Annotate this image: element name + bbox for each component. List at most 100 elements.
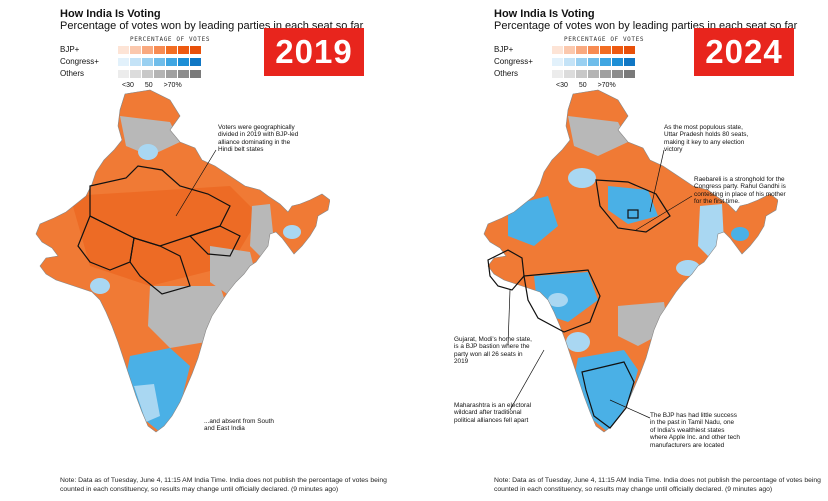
legend-swatch bbox=[588, 46, 599, 54]
legend-ticks: <30 50 >70% bbox=[556, 82, 625, 89]
legend-swatch bbox=[154, 58, 165, 66]
legend-swatch bbox=[142, 46, 153, 54]
legend-tick: <30 bbox=[122, 82, 134, 89]
legend-swatches bbox=[118, 46, 202, 54]
legend-swatch bbox=[564, 58, 575, 66]
legend-header: PERCENTAGE OF VOTES bbox=[564, 36, 645, 43]
legend-swatch bbox=[588, 58, 599, 66]
region-south-congress bbox=[126, 348, 190, 432]
legend-tick: >70% bbox=[597, 82, 616, 89]
legend-row-congress: Congress+ bbox=[494, 56, 644, 68]
region-jk bbox=[568, 116, 628, 156]
annotation-hindi-belt: Voters were geographically divided in 20… bbox=[218, 124, 299, 154]
footnote: Note: Data as of Tuesday, June 4, 11:15 … bbox=[494, 477, 821, 494]
legend-swatch bbox=[624, 58, 635, 66]
panel-2024: How India Is Voting Percentage of votes … bbox=[414, 0, 828, 501]
legend-swatch bbox=[166, 58, 177, 66]
region-tamil-nadu bbox=[574, 350, 638, 432]
legend-row-bjp: BJP+ bbox=[494, 44, 644, 56]
legend-swatch bbox=[154, 46, 165, 54]
legend: PERCENTAGE OF VOTES BJP+ Congress+ Other… bbox=[60, 36, 210, 92]
year-badge: 2019 bbox=[264, 28, 364, 76]
legend-label: Others bbox=[60, 69, 85, 78]
panel-2019: How India Is Voting Percentage of votes … bbox=[35, 8, 387, 494]
legend-swatch bbox=[118, 46, 129, 54]
region-rajasthan-congress bbox=[508, 196, 558, 246]
legend-swatch bbox=[564, 70, 575, 78]
legend-swatch bbox=[552, 58, 563, 66]
legend-row-others: Others bbox=[494, 68, 644, 80]
legend-swatch bbox=[178, 46, 189, 54]
region-maharashtra-light bbox=[548, 293, 568, 307]
legend-swatch bbox=[130, 46, 141, 54]
legend-swatch bbox=[154, 70, 165, 78]
legend-swatch bbox=[190, 46, 201, 54]
legend-swatch bbox=[576, 70, 587, 78]
legend-label: Congress+ bbox=[494, 57, 533, 66]
legend-swatch bbox=[576, 58, 587, 66]
legend-swatch bbox=[552, 46, 563, 54]
legend-swatch bbox=[142, 70, 153, 78]
region-haryana bbox=[568, 168, 596, 188]
legend-swatch bbox=[612, 58, 623, 66]
legend-row-congress: Congress+ bbox=[60, 56, 210, 68]
legend-swatches bbox=[118, 70, 202, 78]
annotation-maharashtra: Maharashtra is an electoral wildcard aft… bbox=[454, 402, 532, 424]
state-outline-chhattisgarh bbox=[129, 237, 191, 295]
legend-swatch bbox=[600, 46, 611, 54]
annotation-south-east: ...and absent from South and East India bbox=[204, 418, 274, 433]
region-west-bengal bbox=[698, 204, 724, 258]
legend: PERCENTAGE OF VOTES BJP+ Congress+ Other… bbox=[494, 36, 644, 92]
region-maharashtra-pocket bbox=[90, 278, 110, 294]
legend-swatch bbox=[564, 46, 575, 54]
annotation-gujarat: Gujarat, Modi's home state, is a BJP bas… bbox=[454, 336, 532, 366]
legend-tick: >70% bbox=[163, 82, 182, 89]
legend-swatch bbox=[190, 58, 201, 66]
region-northeast-congress bbox=[731, 227, 749, 241]
legend-swatch bbox=[624, 70, 635, 78]
legend-swatch bbox=[166, 70, 177, 78]
region-punjab-hp bbox=[138, 144, 158, 160]
legend-label: BJP+ bbox=[60, 45, 80, 54]
legend-tick: 50 bbox=[144, 82, 153, 89]
legend-tick: <30 bbox=[556, 82, 568, 89]
legend-swatches bbox=[552, 70, 636, 78]
legend-row-bjp: BJP+ bbox=[60, 44, 210, 56]
legend-swatches bbox=[118, 58, 202, 66]
legend-header: PERCENTAGE OF VOTES bbox=[130, 36, 211, 43]
legend-swatch bbox=[612, 46, 623, 54]
legend-row-others: Others bbox=[60, 68, 210, 80]
state-outline-maharashtra bbox=[523, 269, 601, 333]
legend-swatch bbox=[588, 70, 599, 78]
legend-swatch bbox=[118, 70, 129, 78]
legend-swatches bbox=[552, 58, 636, 66]
legend-swatch bbox=[190, 70, 201, 78]
region-karnataka-pocket bbox=[566, 332, 590, 352]
year-badge: 2024 bbox=[694, 28, 794, 76]
legend-label: Congress+ bbox=[60, 57, 99, 66]
legend-swatch bbox=[612, 70, 623, 78]
annotation-uttar-pradesh: As the most populous state, Uttar Prades… bbox=[664, 124, 749, 154]
legend-swatch bbox=[178, 58, 189, 66]
legend-label: Others bbox=[494, 69, 519, 78]
legend-swatch bbox=[142, 58, 153, 66]
legend-swatch bbox=[118, 58, 129, 66]
footnote: Note: Data as of Tuesday, June 4, 11:15 … bbox=[60, 477, 387, 494]
legend-swatch bbox=[166, 46, 177, 54]
state-outline-bihar-jharkhand bbox=[188, 225, 241, 257]
legend-label: BJP+ bbox=[494, 45, 514, 54]
region-kerala bbox=[134, 384, 160, 422]
legend-swatch bbox=[552, 70, 563, 78]
legend-swatch bbox=[130, 58, 141, 66]
legend-tick: 50 bbox=[578, 82, 587, 89]
legend-swatch bbox=[130, 70, 141, 78]
legend-swatch bbox=[600, 58, 611, 66]
legend-ticks: <30 50 >70% bbox=[122, 82, 191, 89]
annotation-raebareli: Raebareli is a stronghold for the Congre… bbox=[694, 176, 786, 206]
region-andhra bbox=[618, 302, 668, 346]
region-jk bbox=[120, 116, 180, 156]
legend-swatch bbox=[624, 46, 635, 54]
legend-swatch bbox=[576, 46, 587, 54]
legend-swatch bbox=[600, 70, 611, 78]
chart-title: How India Is Voting bbox=[494, 8, 595, 20]
